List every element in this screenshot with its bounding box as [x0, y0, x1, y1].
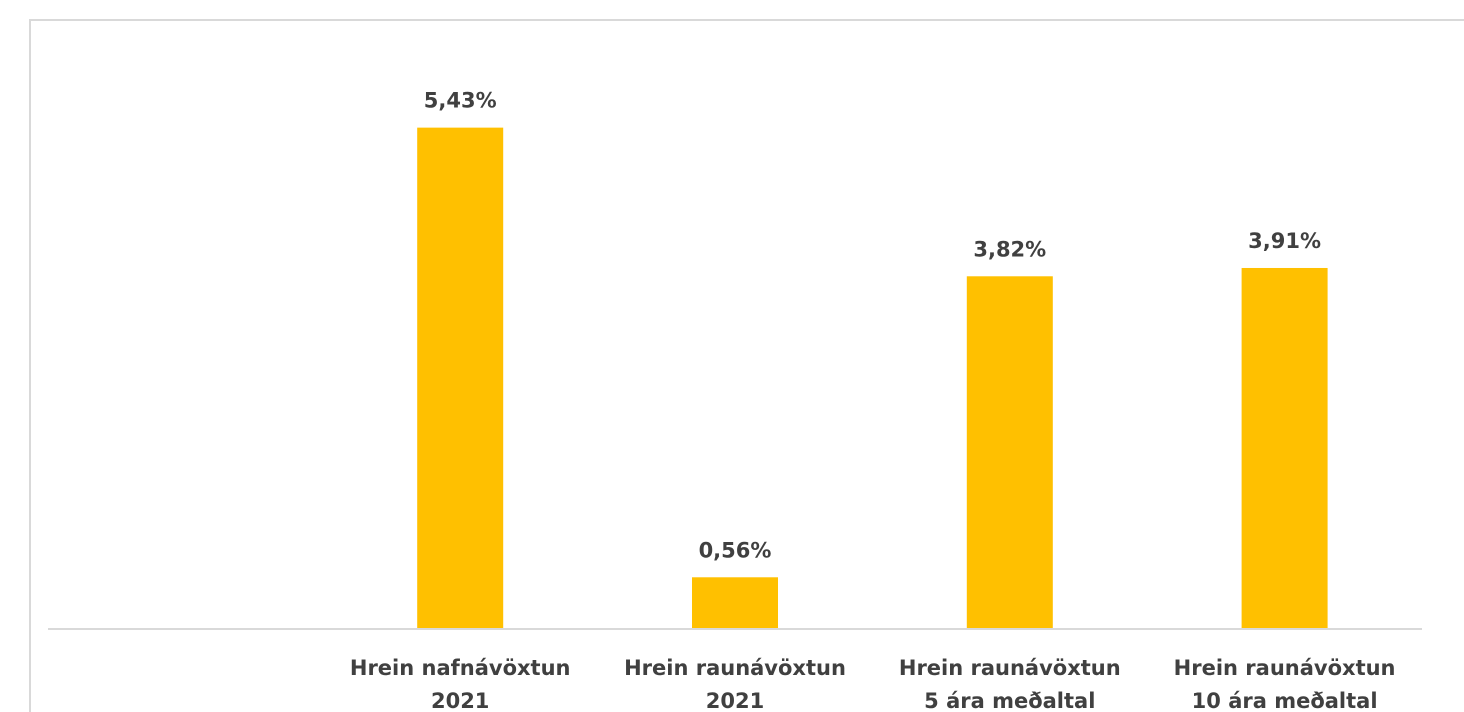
x-tick-label-line: Hrein nafnávöxtun	[350, 656, 571, 680]
data-label: 0,56%	[699, 538, 772, 562]
data-label: 3,91%	[1248, 229, 1321, 253]
x-tick-label-line: Hrein raunávöxtun	[624, 656, 846, 680]
bar	[692, 577, 778, 629]
bar	[1241, 267, 1328, 629]
x-tick-label-line: 10 ára meðaltal	[1192, 689, 1378, 712]
bar	[417, 127, 504, 629]
x-tick-label: Hrein raunávöxtun 2021	[624, 656, 846, 712]
x-tick-label-line: Hrein raunávöxtun	[899, 656, 1121, 680]
x-tick-label-line: 2021	[706, 689, 764, 712]
x-tick-label: Hrein raunávöxtun 10 ára meðaltal	[1174, 656, 1396, 712]
x-tick-label: Hrein raunávöxtun 5 ára meðaltal	[899, 656, 1121, 712]
data-label: 5,43%	[424, 89, 497, 113]
x-tick-label-line: Hrein raunávöxtun	[1174, 656, 1396, 680]
x-tick-label-line: 2021	[431, 689, 489, 712]
bar	[966, 276, 1053, 629]
x-tick-label: Hrein nafnávöxtun 2021	[350, 656, 571, 712]
x-tick-label-line: 5 ára meðaltal	[924, 689, 1095, 712]
data-label: 3,82%	[973, 237, 1046, 261]
